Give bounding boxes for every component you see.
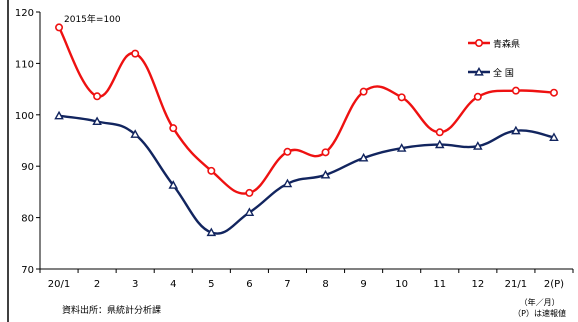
data-point-marker: [282, 178, 293, 188]
y-tick-label: 70: [21, 265, 34, 276]
x-tick-label: 11: [433, 279, 446, 290]
x-tick-label: 8: [322, 279, 328, 290]
data-point-marker: [549, 132, 559, 141]
data-point-marker: [473, 92, 482, 101]
x-tick-label: 2(P): [544, 279, 564, 290]
x-tick-label: 6: [246, 279, 252, 290]
unit-notes: （年／月） （P）は速報値: [513, 297, 566, 319]
data-point-marker: [131, 49, 140, 58]
data-point-marker: [321, 148, 330, 157]
x-tick-label: 7: [284, 279, 290, 290]
data-point-marker: [245, 188, 254, 197]
data-point-marker: [206, 227, 217, 237]
data-point-marker: [474, 66, 484, 76]
series-line: [58, 114, 555, 235]
unit-note: （年／月）: [519, 298, 560, 307]
data-point-marker: [55, 23, 64, 32]
data-point-marker: [549, 88, 558, 97]
prelim-note: （P）は速報値: [513, 309, 566, 318]
y-tick-label: 120: [15, 8, 34, 19]
x-tick-label: 5: [208, 279, 214, 290]
x-tick-label: 10: [395, 279, 408, 290]
data-point-marker: [434, 139, 445, 149]
data-point-marker: [244, 207, 255, 217]
data-point-marker: [169, 124, 178, 133]
data-point-marker: [320, 169, 331, 179]
data-point-marker: [358, 152, 369, 162]
x-tick-label: 12: [471, 279, 484, 290]
data-point-marker: [92, 116, 102, 126]
x-tick-label: 4: [170, 279, 176, 290]
data-point-marker: [54, 110, 64, 120]
y-tick-label: 90: [21, 162, 34, 173]
data-point-marker: [207, 166, 216, 175]
x-tick-label: 20/1: [48, 279, 70, 290]
data-point-marker: [511, 125, 521, 135]
data-point-marker: [93, 92, 102, 101]
y-tick-label: 80: [21, 214, 34, 225]
data-point-marker: [283, 147, 292, 156]
source-note: 資料出所：県統計分析課: [62, 306, 162, 316]
legend-label: 青森県: [493, 38, 520, 50]
y-tick-label: 100: [15, 111, 34, 122]
data-point-marker: [474, 38, 483, 47]
data-point-marker: [359, 87, 368, 96]
legend-label: 全 国: [493, 67, 514, 79]
x-tick-label: 2: [94, 279, 100, 290]
data-point-marker: [397, 93, 406, 102]
data-point-marker: [435, 128, 444, 137]
x-tick-label: 9: [360, 279, 366, 290]
base-note: 2015年=100: [64, 13, 121, 25]
x-tick-label: 3: [132, 279, 138, 290]
data-point-marker: [511, 86, 520, 95]
data-point-marker: [168, 180, 179, 189]
data-point-marker: [130, 129, 140, 138]
series-layer: [54, 23, 559, 237]
data-point-marker: [396, 143, 407, 152]
axes: 70 80 90 100 110 120 20/1 2 3 4 5 6 7 8 9 10 11 12 21/1 2(P…: [15, 8, 574, 290]
data-point-marker: [473, 141, 483, 150]
x-tick-label: 21/1: [505, 279, 527, 290]
y-tick-label: 110: [15, 59, 34, 70]
